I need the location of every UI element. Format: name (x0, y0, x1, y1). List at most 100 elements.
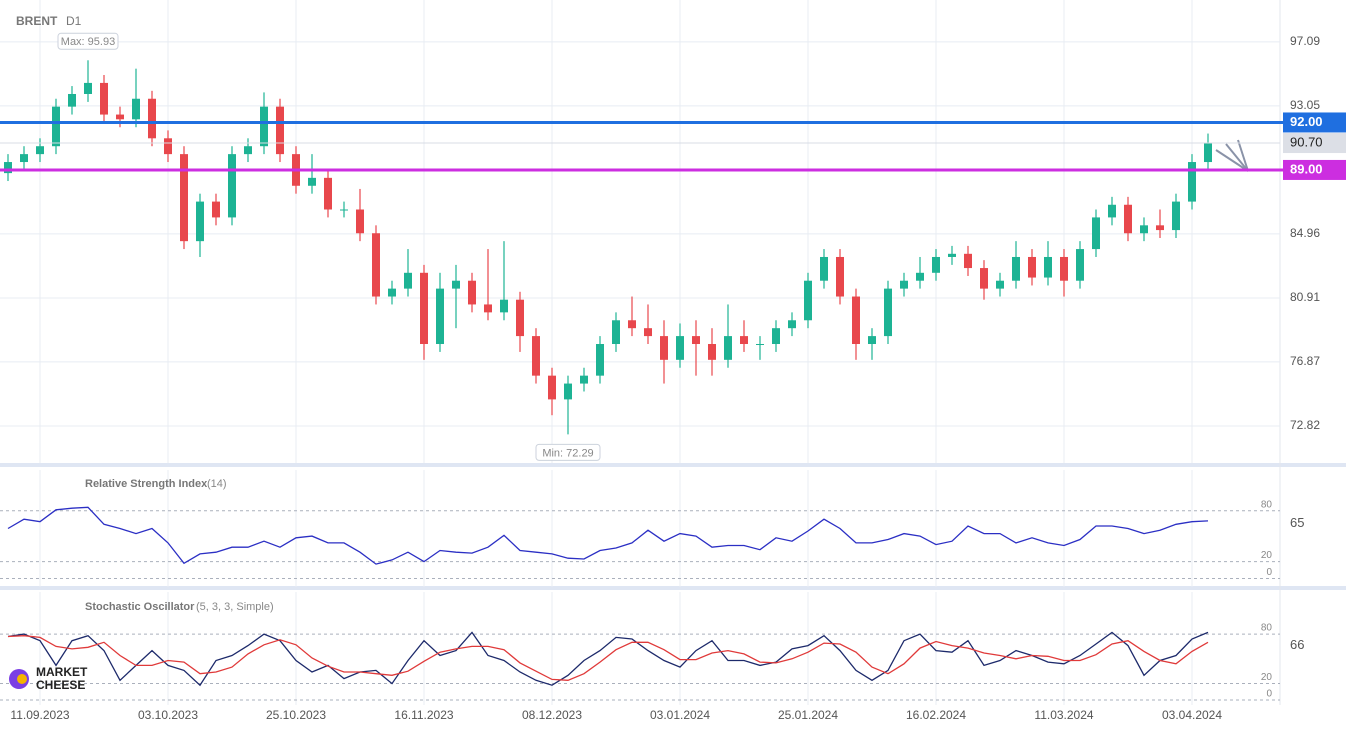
candle-body (740, 336, 748, 345)
logo: MARKET CHEESE (9, 665, 88, 692)
y-tick-label: 20 (1261, 672, 1273, 683)
candle-body (116, 114, 124, 120)
candle-body (404, 272, 412, 289)
max-label: Max: 95.93 (61, 36, 115, 48)
y-tick-label: 20 (1261, 550, 1273, 561)
grid (0, 0, 1280, 705)
candle-body (772, 328, 780, 345)
candle-body (596, 344, 604, 376)
candle-body (388, 288, 396, 297)
candle-body (500, 299, 508, 313)
candle-body (1060, 256, 1068, 281)
max-box (57, 32, 119, 50)
indicator-line (7, 635, 1209, 681)
candle-body (4, 162, 12, 174)
candle-body (148, 98, 156, 139)
candle-body (420, 272, 428, 345)
candle-body (580, 375, 588, 384)
timeframe: D1 (66, 14, 82, 28)
x-tick-label: 03.04.2024 (1162, 708, 1222, 722)
candle-body (244, 146, 252, 155)
y-tick-label: 93.05 (1290, 98, 1320, 112)
candle-body (1124, 204, 1132, 234)
current-price-box (1283, 133, 1346, 154)
candle-body (1012, 256, 1020, 281)
candle-body (308, 177, 316, 186)
level-box (1283, 159, 1346, 180)
stoch-title: Stochastic Oscillator (85, 601, 195, 613)
candle-body (180, 154, 188, 242)
candle-body (964, 253, 972, 269)
x-tick-label: 16.11.2023 (394, 708, 453, 722)
candle-body (916, 272, 924, 281)
candle-body (1108, 204, 1116, 218)
candle-body (84, 82, 92, 94)
candle-body (660, 336, 668, 360)
candle-body (1172, 201, 1180, 231)
x-tick-label: 25.01.2024 (778, 708, 838, 722)
logo-text: CHEESE (36, 678, 85, 692)
logo-text: MARKET (36, 665, 88, 679)
y-tick-label: 0 (1266, 567, 1272, 578)
y-tick-label: 80 (1261, 623, 1273, 634)
last-value-label: 65 (1290, 515, 1304, 530)
stoch-params: (5, 3, 3, Simple) (196, 601, 274, 613)
candle-body (468, 280, 476, 305)
current-price-label: 90.70 (1290, 134, 1323, 149)
x-tick-label: 11.09.2023 (10, 708, 69, 722)
candle-body (1076, 249, 1084, 281)
indicator-line (7, 506, 1209, 565)
candle-body (676, 336, 684, 360)
candle-body (68, 93, 76, 107)
candle-body (708, 344, 716, 360)
candle-body (804, 280, 812, 321)
candle-body (644, 328, 652, 337)
candle-body (52, 106, 60, 147)
candle-body (1028, 256, 1036, 278)
candle-body (516, 299, 524, 337)
level-box (1283, 112, 1346, 133)
candle-body (452, 280, 460, 289)
candle-body (36, 146, 44, 155)
y-tick-label: 72.82 (1290, 418, 1320, 432)
last-value-label: 66 (1290, 637, 1304, 652)
min-box (535, 443, 601, 461)
candle-body (100, 82, 108, 115)
candle-body (1140, 225, 1148, 234)
candle-body (340, 209, 348, 211)
y-tick-label: 97.09 (1290, 34, 1320, 48)
candle-body (484, 304, 492, 313)
x-tick-label: 25.10.2023 (266, 708, 326, 722)
candle-body (1204, 143, 1212, 163)
candle-body (212, 201, 220, 218)
y-tick-label: 0 (1266, 689, 1272, 700)
candle-body (324, 177, 332, 210)
arrow (1215, 139, 1249, 172)
candle-body (372, 233, 380, 297)
symbol: BRENT (16, 14, 58, 28)
pane-separator (0, 586, 1346, 590)
x-tick-label: 11.03.2024 (1034, 708, 1093, 722)
candle-body (756, 344, 764, 346)
candle-body (884, 288, 892, 337)
candle-body (1156, 225, 1164, 231)
candle-body (260, 106, 268, 147)
candle-body (436, 288, 444, 345)
candle-body (820, 256, 828, 281)
candle-body (564, 383, 572, 400)
candle-body (724, 336, 732, 360)
pane-separator (0, 463, 1346, 467)
candle-body (20, 154, 28, 163)
candle-body (980, 268, 988, 289)
candle-body (164, 138, 172, 155)
indicator-line (7, 631, 1209, 687)
candle-body (532, 336, 540, 376)
y-tick-label: 84.96 (1290, 226, 1320, 240)
level-label: 89.00 (1290, 161, 1323, 176)
candle-body (692, 336, 700, 345)
x-tick-label: 03.10.2023 (138, 708, 198, 722)
candle-body (948, 253, 956, 257)
candle-body (356, 209, 364, 234)
candle-body (852, 296, 860, 345)
